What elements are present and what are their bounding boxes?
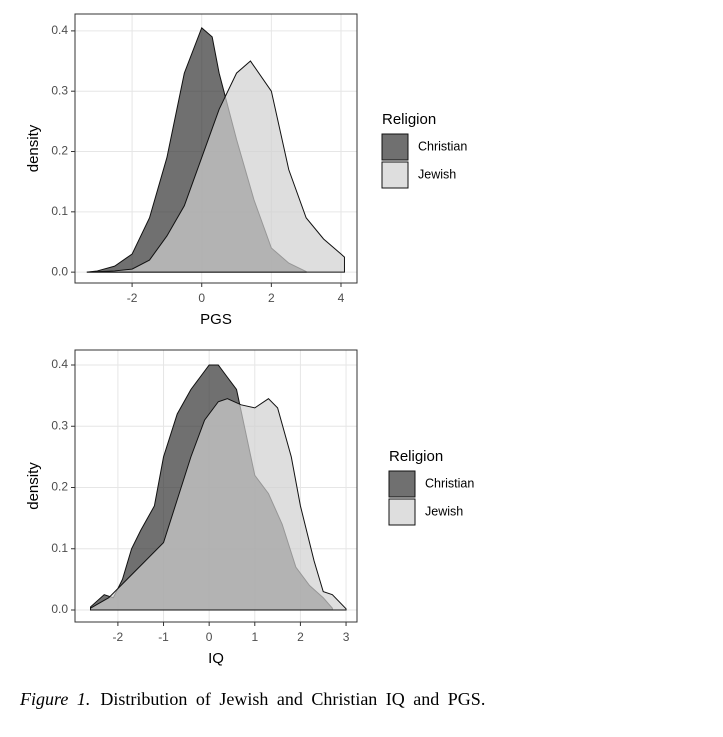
panel-border xyxy=(74,13,358,284)
y-axis-label: density xyxy=(25,124,42,172)
legend-key xyxy=(388,470,416,498)
x-tick-label: -2 xyxy=(113,630,124,644)
x-tick-label: 1 xyxy=(251,630,258,644)
caption-text: Distribution of Jewish and Christian IQ … xyxy=(100,689,486,709)
legend-title: Religion xyxy=(382,111,436,128)
x-tick-label: 0 xyxy=(198,291,205,305)
y-tick-label: 0.2 xyxy=(51,144,68,158)
legend-label: Jewish xyxy=(418,167,456,181)
y-tick-label: 0.0 xyxy=(51,264,68,278)
x-tick-label: -2 xyxy=(127,291,138,305)
y-tick-label: 0.1 xyxy=(51,204,68,218)
y-tick-label: 0.3 xyxy=(51,418,68,432)
caption: Figure 1. Distribution of Jewish and Chri… xyxy=(20,688,496,710)
caption-label: Figure 1. xyxy=(20,689,91,709)
y-tick-label: 0.2 xyxy=(51,480,68,494)
x-tick-label: 4 xyxy=(338,291,345,305)
legend-title: Religion xyxy=(389,448,443,465)
y-tick-label: 0.4 xyxy=(51,357,68,371)
x-tick-label: 3 xyxy=(343,630,350,644)
legend-key xyxy=(381,133,409,161)
y-tick-label: 0.0 xyxy=(51,602,68,616)
x-tick-label: 0 xyxy=(206,630,213,644)
panel-border xyxy=(74,349,358,623)
legend-label: Jewish xyxy=(425,504,463,518)
y-axis-label: density xyxy=(25,462,42,510)
x-tick-label: 2 xyxy=(297,630,304,644)
density-area xyxy=(86,60,345,273)
density-area xyxy=(90,398,347,611)
legend-label: Christian xyxy=(418,139,467,153)
y-tick-label: 0.4 xyxy=(51,23,68,37)
legend-key xyxy=(381,161,409,189)
x-tick-label: 2 xyxy=(268,291,275,305)
legend-label: Christian xyxy=(425,476,474,490)
x-axis-label: PGS xyxy=(200,311,232,328)
x-axis-label: IQ xyxy=(208,650,224,667)
legend-key xyxy=(388,498,416,526)
y-tick-label: 0.1 xyxy=(51,541,68,555)
figure: 0.0 0.1 0.2 0.3 0.4 -2 0 2 4 PGS density Religion Ch… xyxy=(25,13,474,667)
y-tick-label: 0.3 xyxy=(51,83,68,97)
x-tick-label: -1 xyxy=(158,630,169,644)
